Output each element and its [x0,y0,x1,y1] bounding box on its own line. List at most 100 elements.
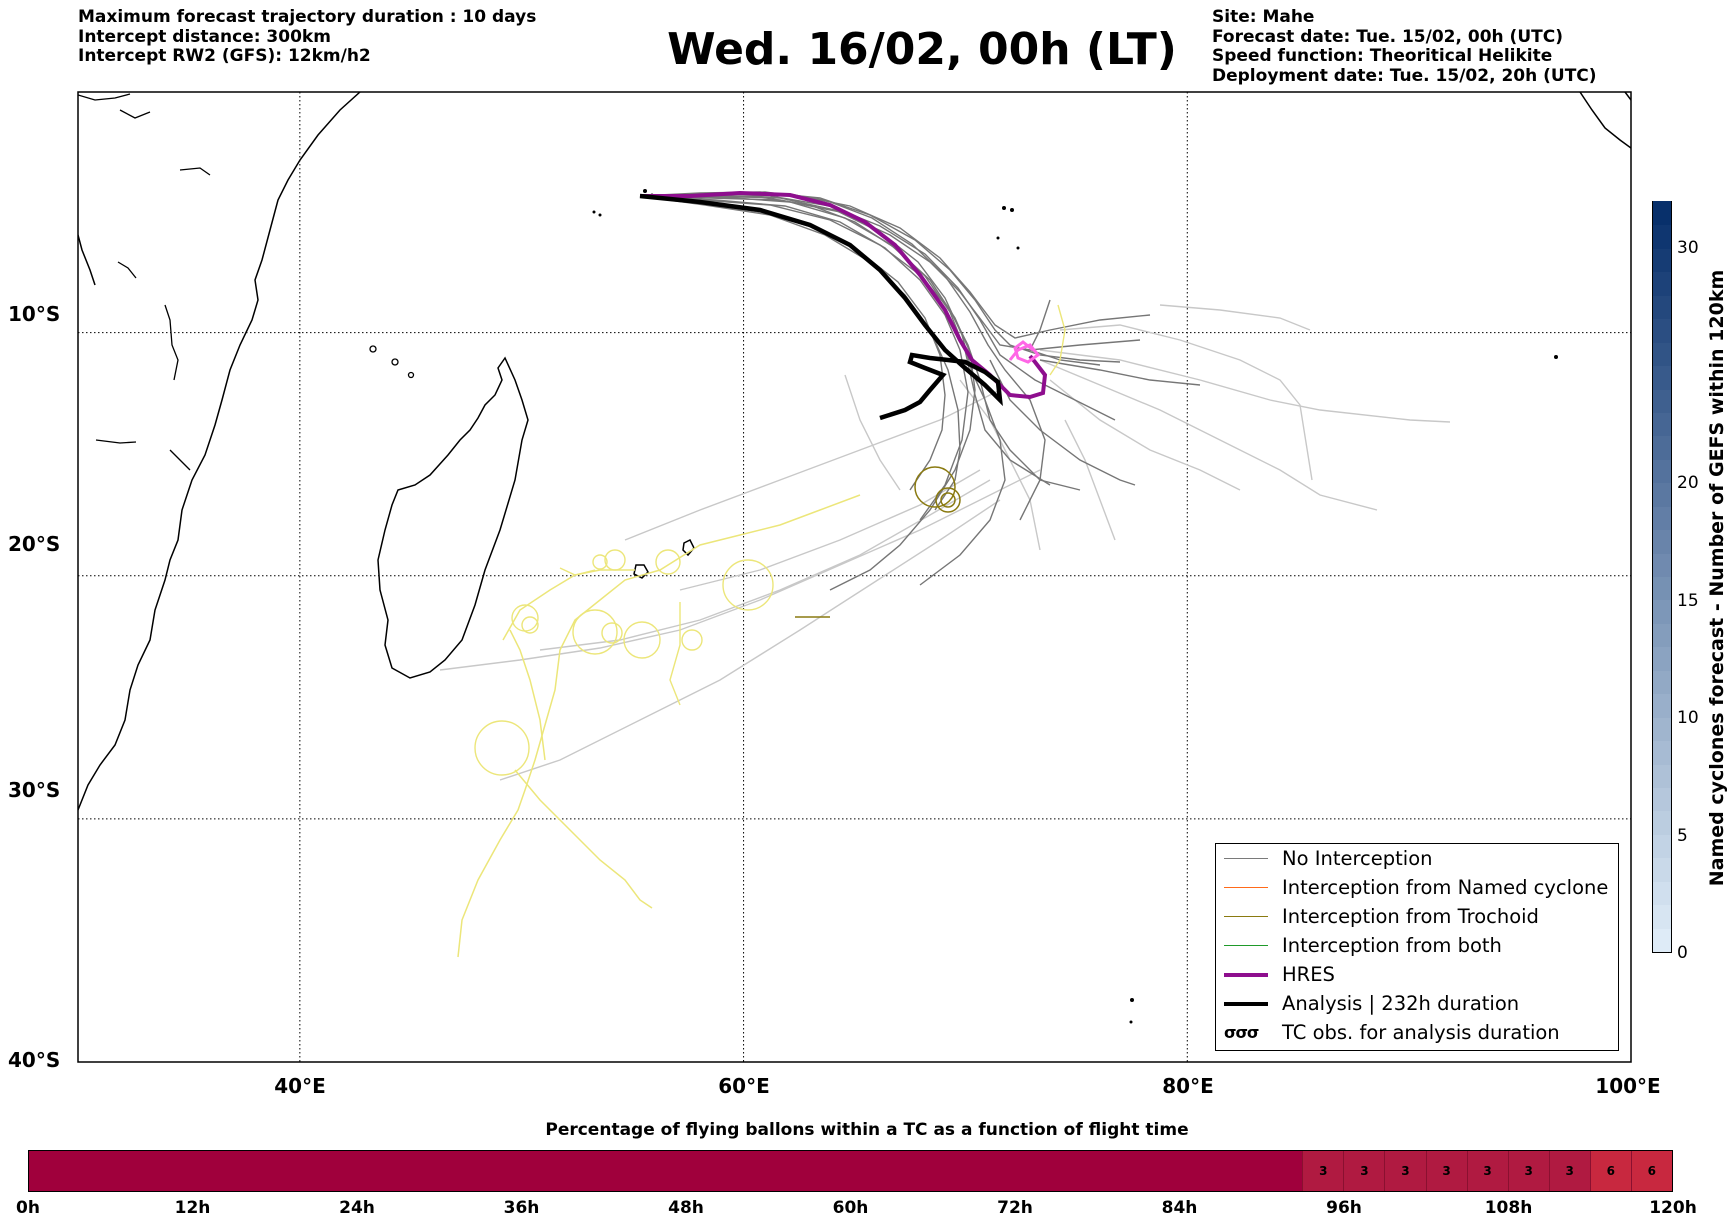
flight-time-segment: 3 [1384,1151,1426,1191]
flight-time-tick-label: 60h [832,1198,869,1218]
ensemble-track [1039,359,1201,386]
colorbar-step [1653,481,1671,507]
header-info-right: Site: Mahe Forecast date: Tue. 15/02, 00… [1212,7,1597,86]
map-frame [77,91,1632,1063]
legend-swatch [1224,1001,1268,1006]
flight-time-tick-label: 108h [1484,1198,1533,1218]
flight-time-segment: 3 [1425,1151,1467,1191]
madagascar-coastline [377,356,529,679]
africa-coastline [78,92,361,811]
colorbar-step [1653,388,1671,413]
colorbar-step [1653,317,1671,343]
page-title: Wed. 16/02, 00h (LT) [667,24,1177,75]
colorbar-step [1653,200,1671,226]
colorbar-step [1653,622,1671,648]
colorbar-step [1653,833,1671,859]
colorbar-step [1653,880,1671,906]
legend-item-both: Interception from both [1224,931,1502,960]
flight-time-tick-label: 24h [339,1198,375,1218]
ensemble-track [1029,299,1101,366]
colorbar-tick-label: 20 [1677,473,1699,493]
colorbar-tick-label: 0 [1677,943,1688,963]
forecast-date-text: Forecast date: Tue. 15/02, 00h (UTC) [1212,26,1563,47]
ensemble-track [640,195,1116,421]
land-coastlines [78,92,1631,1024]
lon-label-60e: 60°E [718,1074,770,1098]
legend-item-tc-obs: σσσ TC obs. for analysis duration [1224,1021,1560,1044]
lat-label-20s: 20°S [8,532,61,556]
flight-time-colorbar-title: Percentage of flying ballons within a TC… [545,1120,1189,1140]
lat-label-10s: 10°S [8,302,61,326]
flight-time-tick-label: 0h [16,1198,40,1218]
flight-time-segment: 3 [1507,1151,1549,1191]
legend-swatch [1224,916,1268,917]
ensemble-track [639,195,969,521]
colorbar-step [1653,763,1671,788]
flight-time-tick-label: 12h [174,1198,211,1218]
flight-time-segment: 6 [1589,1151,1631,1191]
ensemble-track [639,195,1081,491]
colorbar-step [1653,903,1671,929]
colorbar-step [1653,856,1671,882]
flight-time-tick-label: 84h [1161,1198,1198,1218]
deployment-date-text: Deployment date: Tue. 15/02, 20h (UTC) [1212,65,1597,86]
colorbar-step [1653,786,1671,812]
ensemble-track [639,192,1151,339]
max-duration-text: Maximum forecast trajectory duration : 1… [78,7,537,27]
ensemble-track [639,195,946,491]
site-text: Site: Mahe [1212,7,1315,27]
legend-item-hres: HRES [1224,960,1335,989]
colorbar-step [1653,434,1671,460]
intercept-distance-text: Intercept distance: 300km [78,26,331,47]
legend-swatch [1224,887,1268,888]
flight-time-segment: 3 [1548,1151,1590,1191]
gefs-colorbar-label: Named cyclones forecast - Number of GEFS… [1706,269,1728,887]
colorbar-step [1653,270,1671,296]
gefs-colorbar [1652,200,1672,953]
colorbar-step [1653,927,1671,952]
analysis-track [639,193,1003,421]
colorbar-step [1653,809,1671,835]
colorbar-step [1653,645,1671,671]
map-legend: No Interception Interception from Named … [1215,843,1619,1051]
ensemble-track [639,195,1051,486]
colorbar-step [1653,598,1671,624]
lat-label-40s: 40°S [8,1048,61,1072]
legend-item-trochoid: Interception from Trochoid [1224,902,1539,931]
hres-track [640,190,1048,400]
flight-time-segment: 6 [1630,1151,1672,1191]
tc-symbol-icon: σσσ [1224,1023,1259,1042]
lon-label-40e: 40°E [274,1074,326,1098]
colorbar-step [1653,247,1671,273]
flight-time-tick-label: 120h [1649,1198,1697,1218]
colorbar-step [1653,716,1671,742]
lon-label-80e: 80°E [1162,1074,1214,1098]
lat-label-30s: 30°S [8,778,61,802]
colorbar-tick-label: 5 [1677,825,1688,846]
colorbar-step [1653,364,1671,390]
colorbar-tick-label: 30 [1677,238,1699,258]
intercept-rw2-text: Intercept RW2 (GFS): 12km/h2 [78,46,371,66]
ensemble-track [640,195,1006,586]
colorbar-step [1653,505,1671,531]
colorbar-step [1653,341,1671,367]
lon-label-100e: 100°E [1595,1074,1661,1098]
colorbar-step [1653,294,1671,320]
colorbar-step [1653,669,1671,695]
trajectories [439,190,1451,958]
legend-swatch [1224,858,1268,859]
colorbar-tick-label: 15 [1677,590,1699,611]
colorbar-step [1653,458,1671,484]
africa-north-coast [78,234,96,286]
legend-item-named-cyclone: Interception from Named cyclone [1224,873,1608,902]
legend-swatch [1224,945,1268,946]
flight-time-tick-label: 36h [503,1198,540,1218]
legend-item-analysis: Analysis | 232h duration [1224,989,1519,1018]
flight-time-segment: 3 [1302,1151,1344,1191]
flight-time-tick-label: 96h [1326,1198,1362,1218]
colorbar-step [1653,575,1671,601]
grid-lines [78,92,1631,1062]
flight-time-segment [29,1151,1303,1191]
